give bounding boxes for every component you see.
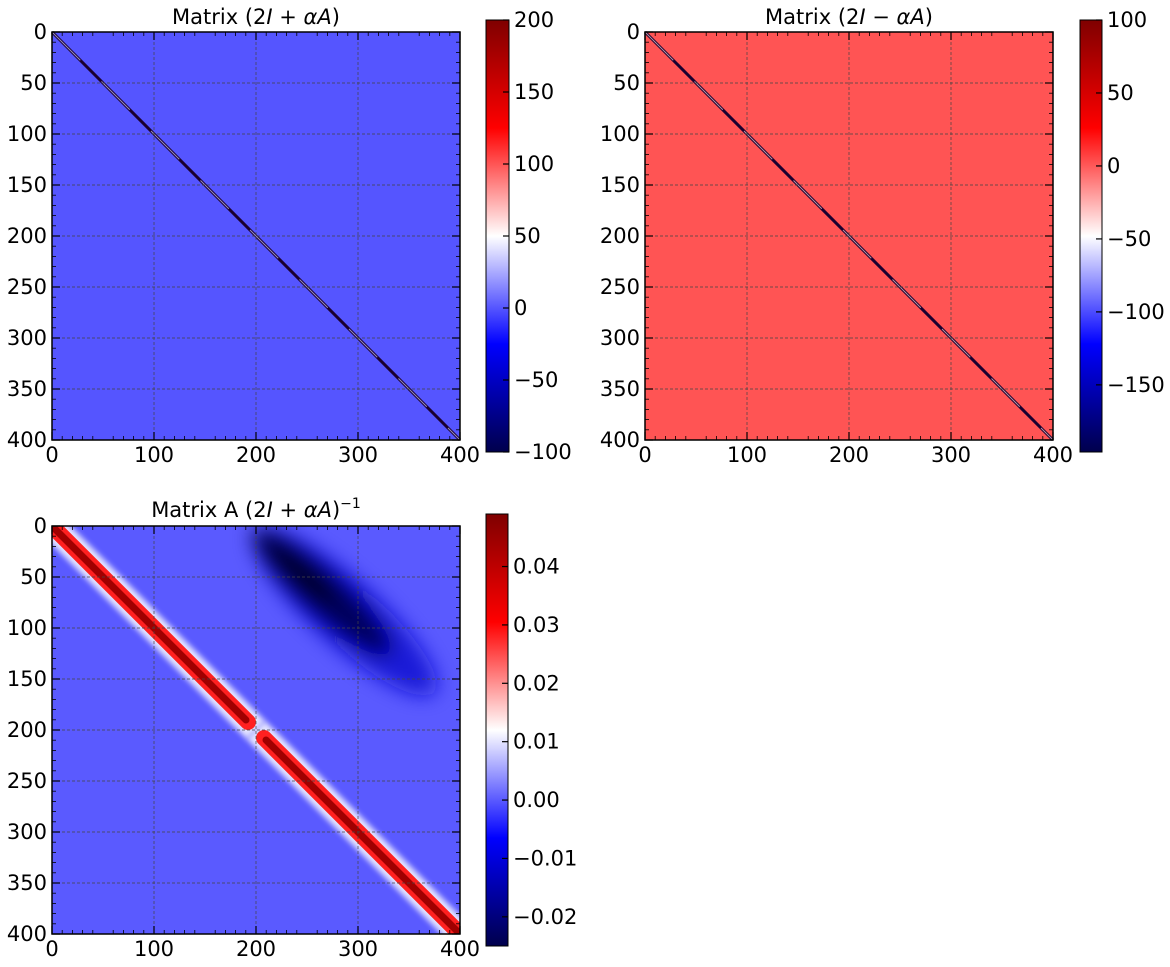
panel1-colorbar-ticks: −100 −50 0 50 100 150 200 (503, 8, 572, 464)
y-tick-label: 300 (7, 820, 47, 844)
x-tick-label: 0 (638, 443, 651, 467)
y-tick-label: 350 (7, 871, 47, 895)
colorbar-tick-label: 0.03 (513, 613, 560, 637)
y-tick-label: 200 (7, 224, 47, 248)
panel1-diagonal-band-light (51, 31, 461, 441)
panel-matrix-inverse: Matrix A (2I + αA)−1 0 100 200 300 400050100… (7, 496, 577, 961)
y-tick-label: 400 (7, 922, 47, 946)
y-tick-label: 0 (34, 514, 47, 538)
colorbar-tick-label: −100 (514, 440, 572, 464)
colorbar-tick-label: 0 (1107, 154, 1120, 178)
colorbar-tick-label: 0.04 (513, 555, 560, 579)
x-tick-label: 200 (236, 937, 276, 961)
colorbar-tick-label: −100 (1107, 300, 1165, 324)
y-tick-label: 100 (7, 616, 47, 640)
panel-matrix-minus: Matrix (2I − αA) 0 100 200 300 4000501001502… (600, 5, 1165, 467)
panel3-colorbar (485, 513, 509, 947)
y-tick-label: 50 (613, 71, 640, 95)
colorbar-tick-label: −50 (1107, 227, 1151, 251)
x-tick-label: 400 (440, 443, 480, 467)
panel3-colorbar-ticks: −0.02 −0.01 0.00 0.01 0.02 0.03 0.04 (502, 555, 577, 929)
y-tick-label: 200 (600, 224, 640, 248)
x-tick-label: 300 (338, 443, 378, 467)
y-tick-label: 400 (600, 428, 640, 452)
y-tick-label: 100 (600, 122, 640, 146)
y-tick-label: 200 (7, 718, 47, 742)
colorbar-tick-label: 150 (514, 80, 554, 104)
colorbar-tick-label: 0 (514, 296, 527, 320)
x-tick-label: 100 (134, 937, 174, 961)
y-tick-label: 100 (7, 122, 47, 146)
y-tick-label: 50 (20, 71, 47, 95)
panel1-title: Matrix (2I + αA) (172, 5, 340, 29)
x-tick-label: 300 (931, 443, 971, 467)
colorbar-tick-label: 200 (514, 8, 554, 32)
x-tick-label: 100 (727, 443, 767, 467)
y-tick-label: 300 (600, 326, 640, 350)
panel3-title: Matrix A (2I + αA)−1 (151, 496, 361, 522)
panel2-colorbar-ticks: −150 −100 −50 0 50 100 (1096, 8, 1165, 397)
colorbar-tick-label: 0.02 (513, 671, 560, 695)
y-tick-label: 150 (7, 667, 47, 691)
colorbar-tick-label: 50 (514, 224, 541, 248)
colorbar-tick-label: −0.01 (513, 846, 577, 870)
y-tick-label: 400 (7, 428, 47, 452)
colorbar-tick-label: 100 (514, 152, 554, 176)
y-tick-label: 250 (7, 769, 47, 793)
panel2-grid (645, 32, 1053, 440)
y-tick-label: 0 (627, 20, 640, 44)
y-tick-label: 250 (600, 275, 640, 299)
y-tick-label: 150 (600, 173, 640, 197)
x-tick-label: 0 (45, 937, 58, 961)
x-tick-label: 400 (440, 937, 480, 961)
colorbar-tick-label: −50 (514, 368, 558, 392)
panel2-title: Matrix (2I − αA) (765, 5, 933, 29)
colorbar-tick-label: 50 (1107, 81, 1134, 105)
x-tick-label: 400 (1033, 443, 1073, 467)
y-tick-label: 0 (34, 20, 47, 44)
panel-matrix-plus: Matrix (2I + αA) 0 100 200 300 4000501001502… (7, 5, 572, 467)
y-tick-label: 150 (7, 173, 47, 197)
colorbar-tick-label: −150 (1107, 373, 1165, 397)
y-tick-label: 350 (7, 377, 47, 401)
panel2-colorbar (1079, 19, 1103, 453)
panel3-grid (52, 526, 460, 934)
x-tick-label: 100 (134, 443, 174, 467)
colorbar-tick-label: 0.00 (513, 788, 560, 812)
colorbar-tick-label: −0.02 (513, 905, 577, 929)
y-tick-label: 50 (20, 565, 47, 589)
x-tick-label: 300 (338, 937, 378, 961)
panel2-diagonal-band-light (644, 31, 1054, 441)
panel3-negative-block (252, 528, 437, 696)
x-tick-label: 200 (236, 443, 276, 467)
y-tick-label: 300 (7, 326, 47, 350)
x-tick-label: 0 (45, 443, 58, 467)
x-tick-label: 200 (829, 443, 869, 467)
y-tick-label: 350 (600, 377, 640, 401)
colorbar-tick-label: 0.01 (513, 730, 560, 754)
y-tick-label: 250 (7, 275, 47, 299)
panel1-grid (52, 32, 460, 440)
colorbar-tick-label: 100 (1107, 8, 1147, 32)
